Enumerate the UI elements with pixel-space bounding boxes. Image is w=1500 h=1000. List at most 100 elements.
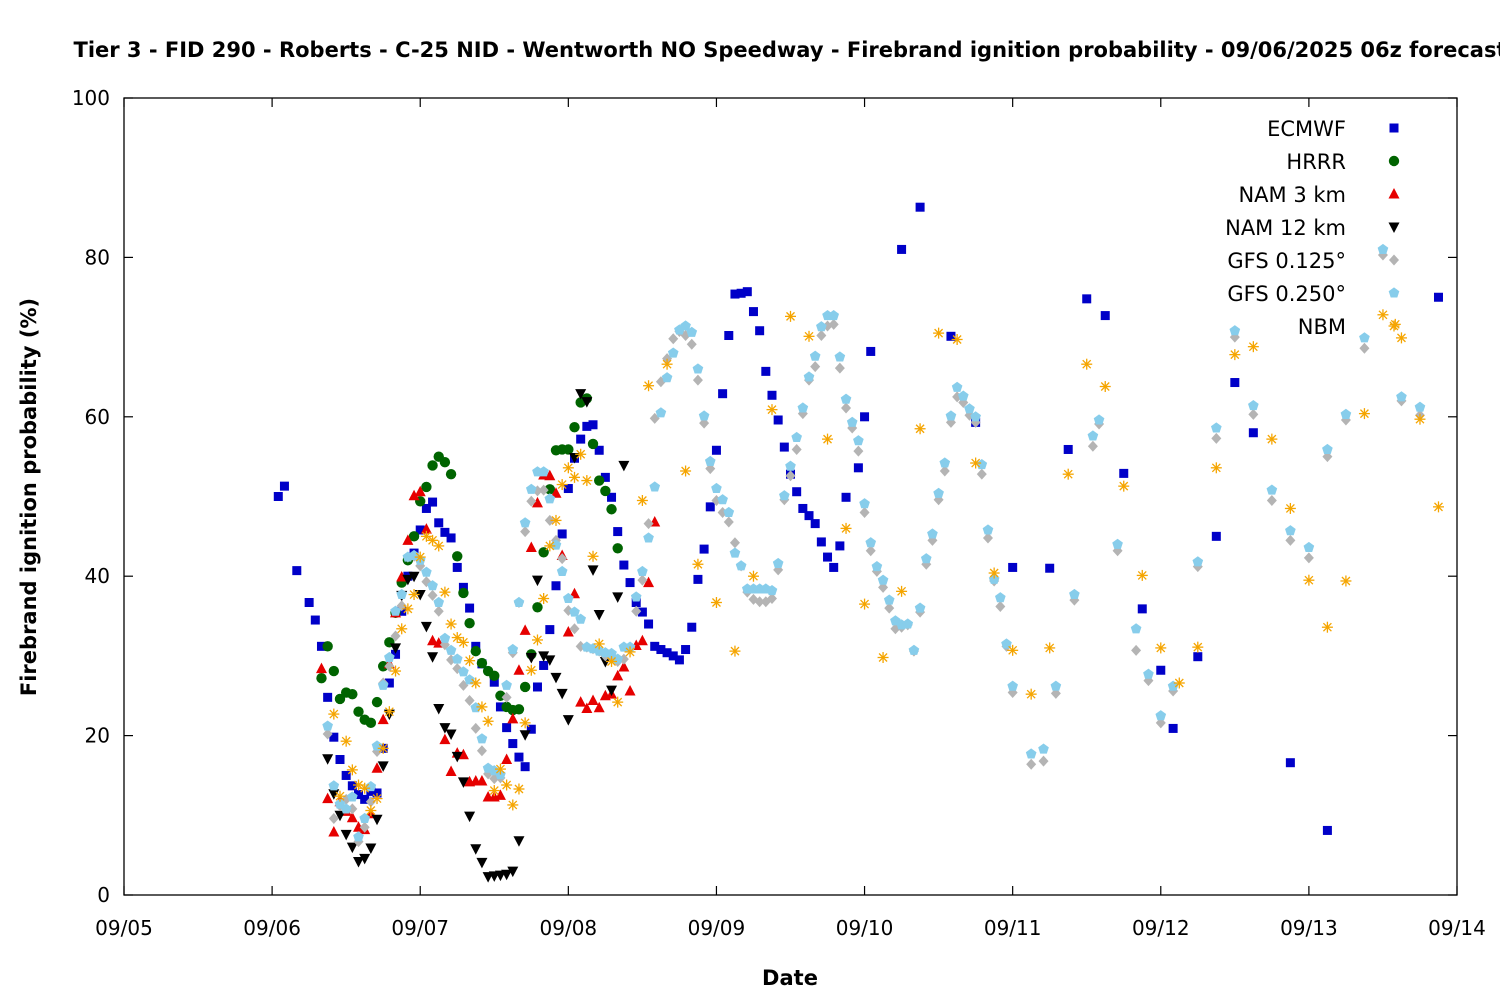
data-point bbox=[829, 562, 839, 572]
data-point bbox=[446, 533, 456, 543]
data-point bbox=[693, 574, 703, 584]
data-point bbox=[427, 460, 438, 471]
data-point bbox=[637, 565, 648, 576]
data-point bbox=[982, 524, 994, 535]
data-point bbox=[525, 652, 537, 664]
data-point bbox=[946, 331, 956, 341]
legend-label: GFS 0.125° bbox=[1227, 249, 1346, 273]
data-point bbox=[347, 781, 357, 791]
data-point bbox=[933, 327, 945, 339]
data-point bbox=[414, 551, 426, 563]
data-point bbox=[1168, 723, 1178, 733]
data-point bbox=[1008, 562, 1018, 572]
data-point bbox=[680, 320, 691, 331]
data-point bbox=[587, 550, 599, 562]
data-point bbox=[1112, 538, 1123, 549]
data-point bbox=[346, 842, 358, 854]
data-point bbox=[322, 720, 333, 731]
data-point bbox=[599, 656, 611, 668]
data-point bbox=[377, 713, 389, 725]
data-point bbox=[840, 393, 852, 404]
data-point bbox=[408, 589, 420, 601]
series-gfs-0-250- bbox=[322, 243, 1426, 842]
data-point bbox=[1026, 758, 1037, 770]
legend-item: GFS 0.250° bbox=[1227, 282, 1400, 306]
data-point bbox=[397, 606, 407, 616]
data-point bbox=[939, 465, 950, 477]
data-point bbox=[1173, 677, 1185, 689]
data-point bbox=[328, 708, 340, 720]
legend-marker bbox=[1389, 254, 1399, 266]
data-point bbox=[624, 646, 636, 658]
data-point bbox=[970, 457, 982, 469]
data-point bbox=[723, 506, 735, 517]
data-point bbox=[421, 503, 431, 513]
data-point bbox=[779, 490, 790, 501]
data-point bbox=[421, 481, 432, 493]
data-point bbox=[1230, 378, 1240, 388]
data-point bbox=[365, 805, 377, 817]
data-point bbox=[779, 442, 789, 452]
data-point bbox=[1118, 480, 1130, 492]
data-point bbox=[1340, 575, 1352, 587]
data-point bbox=[402, 534, 414, 545]
data-point bbox=[803, 330, 815, 342]
data-point bbox=[687, 622, 697, 632]
data-point bbox=[619, 560, 629, 570]
data-point bbox=[594, 445, 604, 455]
data-point bbox=[859, 498, 870, 509]
legend-label: HRRR bbox=[1286, 150, 1346, 174]
data-point bbox=[587, 438, 599, 450]
data-point bbox=[1192, 556, 1204, 567]
data-point bbox=[686, 326, 698, 337]
data-point bbox=[328, 665, 340, 677]
data-point bbox=[1130, 623, 1142, 634]
data-point bbox=[1248, 408, 1259, 420]
data-point bbox=[557, 529, 567, 539]
data-point bbox=[359, 821, 370, 833]
legend-item: ECMWF bbox=[1267, 117, 1399, 141]
data-point bbox=[434, 518, 444, 528]
data-point bbox=[816, 330, 827, 342]
y-tick-label: 20 bbox=[85, 724, 110, 748]
data-point bbox=[408, 489, 420, 501]
data-point bbox=[1266, 484, 1278, 495]
data-point bbox=[667, 347, 679, 358]
data-point bbox=[785, 470, 796, 482]
data-point bbox=[470, 844, 482, 855]
data-point bbox=[1044, 642, 1056, 654]
data-point bbox=[495, 702, 505, 712]
data-point bbox=[569, 623, 580, 635]
data-point bbox=[773, 415, 783, 425]
data-point bbox=[1155, 642, 1167, 654]
legend: ECMWF HRRR NAM 3 km NAM 12 km GFS 0.125° GFS … bbox=[1225, 117, 1400, 339]
data-point bbox=[593, 475, 605, 486]
series-nbm bbox=[328, 309, 1444, 817]
data-point bbox=[1247, 341, 1259, 353]
data-point bbox=[452, 551, 463, 562]
legend-label: NBM bbox=[1298, 315, 1346, 339]
data-point bbox=[538, 484, 549, 496]
y-tick-label: 0 bbox=[97, 883, 110, 907]
y-tick-label: 40 bbox=[85, 564, 110, 588]
data-point bbox=[328, 826, 340, 837]
data-point bbox=[637, 607, 647, 617]
data-point bbox=[427, 652, 439, 663]
data-point bbox=[428, 497, 438, 507]
data-point bbox=[557, 553, 568, 565]
y-tick-label: 100 bbox=[72, 86, 110, 110]
data-point bbox=[1377, 243, 1389, 254]
data-point bbox=[1007, 680, 1018, 691]
data-point bbox=[489, 677, 499, 687]
data-point bbox=[569, 421, 580, 433]
data-point bbox=[384, 678, 394, 688]
data-point bbox=[531, 634, 543, 646]
data-point bbox=[575, 613, 586, 624]
data-point bbox=[624, 684, 636, 696]
data-point bbox=[384, 651, 395, 663]
data-point bbox=[680, 465, 692, 477]
data-point bbox=[445, 729, 457, 741]
data-point bbox=[520, 762, 530, 772]
legend-item: NBM bbox=[1298, 315, 1400, 339]
data-point bbox=[711, 445, 721, 455]
